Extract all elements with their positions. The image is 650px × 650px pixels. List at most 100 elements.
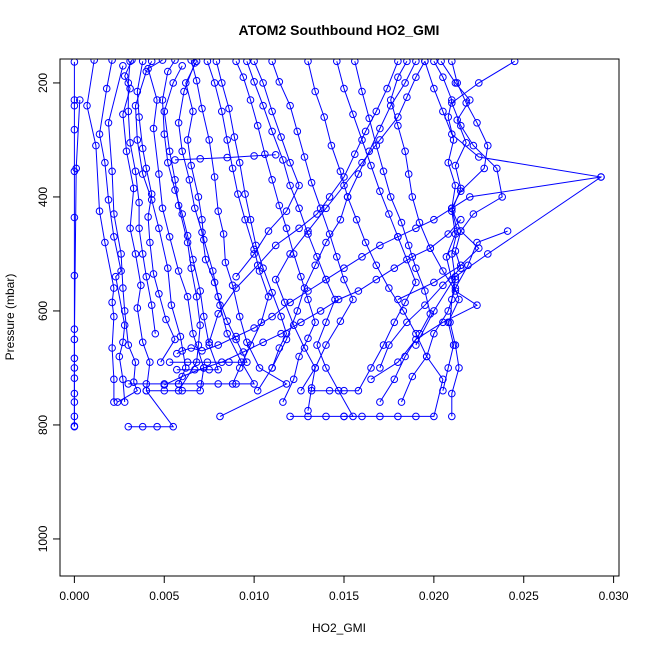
data-point — [218, 107, 226, 116]
data-point — [286, 101, 294, 110]
data-point — [439, 281, 447, 290]
data-point — [104, 196, 113, 204]
data-point — [189, 107, 197, 116]
data-point — [466, 193, 474, 201]
data-point — [76, 96, 84, 104]
data-point — [120, 72, 129, 80]
data-point — [279, 398, 287, 406]
chart-title: ATOM2 Southbound HO2_GMI — [239, 22, 440, 38]
data-point — [171, 156, 179, 164]
data-point — [178, 372, 186, 381]
data-point — [444, 307, 453, 315]
data-point — [311, 261, 320, 270]
data-point — [243, 358, 251, 367]
data-point — [257, 318, 266, 327]
data-point — [376, 124, 384, 133]
data-point — [313, 210, 321, 218]
data-point — [451, 247, 460, 255]
data-point — [333, 59, 341, 66]
data-point — [349, 110, 357, 119]
data-point — [354, 287, 363, 295]
x-tick-label: 0.030 — [599, 589, 629, 603]
data-point — [376, 187, 384, 195]
data-point — [412, 341, 420, 349]
data-point — [430, 215, 438, 224]
series-line — [146, 59, 205, 392]
data-point — [367, 364, 375, 372]
data-point — [340, 412, 348, 421]
x-tick-label: 0.000 — [59, 589, 89, 603]
data-point — [171, 186, 179, 194]
data-point — [394, 412, 402, 421]
data-point — [110, 233, 118, 241]
data-point — [448, 130, 456, 138]
data-point — [412, 278, 420, 287]
data-point — [442, 252, 451, 261]
data-point — [286, 181, 294, 190]
data-point — [72, 164, 80, 173]
data-point — [282, 224, 291, 233]
series-18 — [243, 59, 357, 421]
data-point — [365, 147, 374, 156]
data-point — [325, 193, 334, 201]
data-point — [165, 358, 174, 367]
data-point — [83, 101, 91, 110]
data-point — [351, 59, 359, 66]
series-line — [401, 230, 508, 403]
data-point — [311, 364, 320, 372]
series-line — [397, 60, 515, 300]
data-point — [282, 207, 291, 215]
data-point — [426, 244, 435, 252]
data-point — [133, 87, 142, 96]
data-point — [160, 107, 169, 116]
data-point — [455, 364, 463, 372]
data-point — [286, 298, 294, 307]
data-point — [171, 176, 179, 184]
data-point — [198, 215, 206, 224]
data-point — [304, 406, 312, 415]
data-point — [322, 318, 330, 327]
data-point — [142, 386, 151, 395]
data-point — [180, 87, 188, 96]
data-point — [475, 153, 483, 161]
data-point — [322, 364, 330, 372]
series-26 — [367, 59, 481, 384]
series-17 — [232, 59, 320, 406]
data-point — [124, 79, 133, 87]
data-point — [340, 84, 348, 93]
data-point — [164, 158, 172, 167]
data-point — [205, 338, 213, 347]
data-point — [282, 335, 291, 344]
data-point — [169, 79, 177, 87]
data-point — [390, 264, 399, 273]
series-19 — [268, 59, 357, 395]
data-point — [223, 136, 231, 144]
data-point — [194, 341, 203, 349]
data-point — [408, 193, 417, 201]
data-point — [187, 59, 195, 64]
data-point — [316, 307, 325, 315]
data-point — [448, 99, 456, 107]
data-point — [286, 412, 294, 421]
data-point — [304, 295, 312, 304]
data-point — [174, 267, 183, 275]
data-point — [358, 412, 366, 421]
data-point — [401, 147, 409, 156]
data-point — [367, 161, 375, 170]
data-point — [297, 272, 305, 281]
data-point — [160, 386, 169, 395]
data-point — [385, 210, 393, 218]
data-point — [394, 358, 402, 367]
data-point — [246, 215, 255, 224]
data-point — [304, 227, 312, 235]
data-point — [108, 59, 116, 64]
data-point — [340, 173, 348, 181]
data-point — [189, 255, 197, 264]
data-point — [453, 79, 462, 87]
data-point — [102, 84, 111, 93]
data-point — [214, 292, 222, 301]
series-34 — [205, 59, 402, 347]
data-point — [484, 141, 492, 150]
y-tick-label: 600 — [36, 301, 50, 321]
data-point — [280, 298, 289, 307]
